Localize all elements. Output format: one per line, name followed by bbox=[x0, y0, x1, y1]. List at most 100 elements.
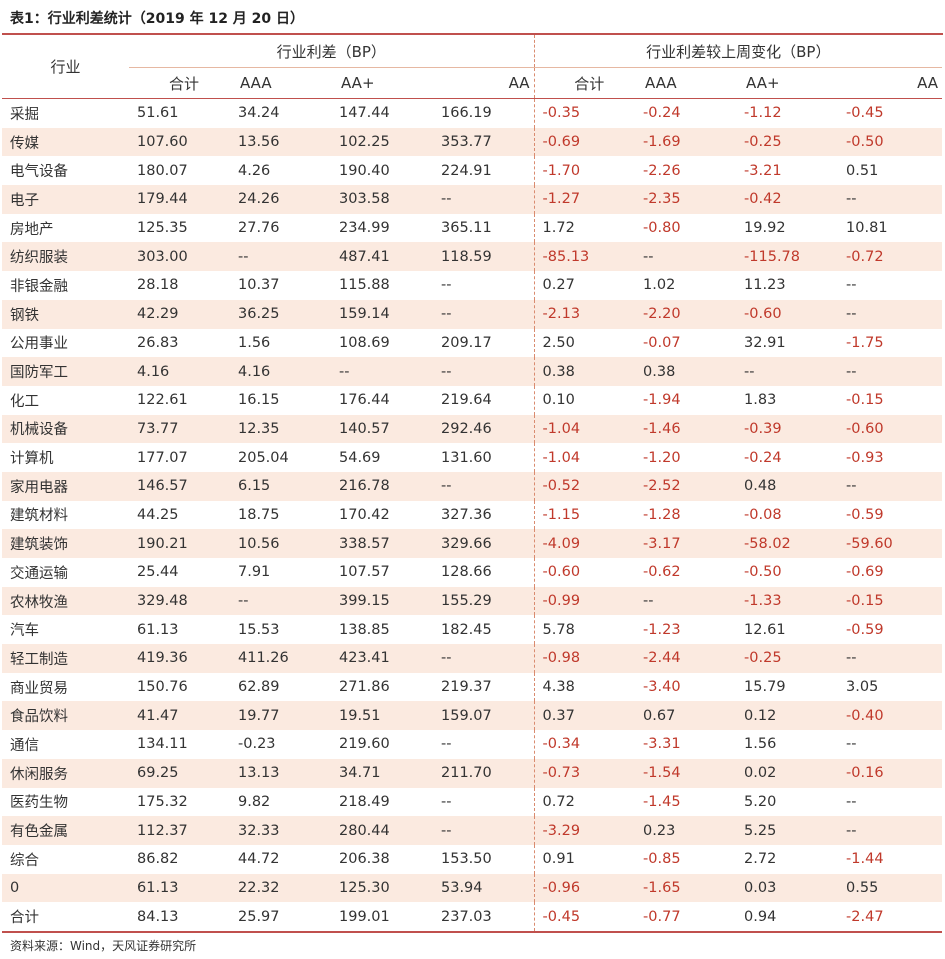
spread-cell: 61.13 bbox=[137, 621, 179, 638]
change-cell: -- bbox=[838, 644, 943, 673]
spread-cell: 4.16 bbox=[129, 357, 230, 386]
change-cell: -0.50 bbox=[838, 127, 943, 157]
spread-cell: 176.44 bbox=[339, 392, 390, 409]
industry-name-cell: 国防军工 bbox=[2, 357, 129, 386]
header-col-change-aa: AA bbox=[838, 67, 943, 99]
table-row: 纺织服装 303.00 -- 487.41 118.59 -85.13 -- -115.78-… bbox=[2, 242, 943, 272]
spread-cell: -- bbox=[230, 586, 331, 616]
industry-name-cell: 合计 bbox=[2, 902, 129, 933]
change-cell: 0.67 bbox=[635, 701, 737, 731]
change-cell: -- bbox=[838, 816, 943, 845]
change-cell: -3.31 bbox=[643, 736, 681, 753]
change-cell: -3.17 bbox=[635, 529, 737, 558]
change-cell: -- bbox=[838, 357, 943, 386]
spread-cell: -- bbox=[433, 471, 535, 501]
change-cell: -0.69 bbox=[846, 564, 884, 581]
change-cell: -2.44 bbox=[635, 644, 737, 673]
industry-name-cell: 电子 bbox=[2, 185, 129, 214]
spread-cell: 327.36 bbox=[441, 506, 492, 523]
industry-name-cell: 机械设备 bbox=[2, 414, 129, 444]
spread-cell: -- bbox=[433, 816, 535, 845]
change-cell: -1.27 bbox=[533, 185, 636, 214]
industry-name-cell: 建筑材料 bbox=[10, 508, 68, 525]
change-cell: -1.65 bbox=[635, 873, 737, 903]
change-cell: 0.38 bbox=[635, 357, 737, 386]
industry-name-cell: 汽车 bbox=[10, 623, 39, 640]
change-cell: -0.08 bbox=[744, 506, 782, 523]
spread-cell: 411.26 bbox=[230, 644, 331, 673]
change-cell: -0.25 bbox=[736, 127, 839, 157]
change-cell: -85.13 bbox=[533, 242, 636, 272]
change-cell: -1.15 bbox=[533, 500, 636, 530]
spread-cell: 292.46 bbox=[433, 414, 535, 444]
change-cell: 19.92 bbox=[744, 220, 786, 237]
change-cell: -0.93 bbox=[846, 449, 884, 466]
change-cell: -0.40 bbox=[838, 701, 943, 731]
spread-cell: 54.69 bbox=[339, 449, 381, 466]
table-row: 建筑装饰 190.21 10.56 338.57 329.66 -4.09 -3.17 -58… bbox=[2, 529, 943, 558]
change-cell: -2.20 bbox=[635, 299, 737, 329]
spread-cell: 134.11 bbox=[137, 736, 188, 753]
spread-cell: 280.44 bbox=[331, 816, 433, 845]
change-cell: -1.23 bbox=[643, 621, 681, 638]
spread-cell: 128.66 bbox=[441, 564, 492, 581]
spread-cell: 84.13 bbox=[129, 902, 230, 933]
change-cell: -1.69 bbox=[635, 127, 737, 157]
change-cell: -2.13 bbox=[533, 299, 636, 329]
industry-name-cell: 房地产 bbox=[10, 221, 54, 238]
industry-name-cell: 传媒 bbox=[2, 127, 129, 157]
spread-cell: 25.97 bbox=[230, 902, 331, 933]
spread-cell: 107.57 bbox=[339, 564, 390, 581]
change-cell: -0.42 bbox=[736, 185, 839, 214]
spread-cell: 115.88 bbox=[339, 277, 390, 294]
spread-cell: 159.14 bbox=[331, 299, 433, 329]
change-cell: 15.79 bbox=[744, 679, 786, 696]
spread-cell: 19.77 bbox=[230, 701, 331, 731]
spread-cell: 303.00 bbox=[129, 242, 230, 272]
industry-name-cell: 钢铁 bbox=[2, 299, 129, 329]
change-cell: -1.45 bbox=[643, 793, 681, 810]
change-cell: -- bbox=[838, 185, 943, 214]
change-cell: -0.15 bbox=[838, 586, 943, 616]
change-cell: -2.52 bbox=[635, 471, 737, 501]
spread-cell: 69.25 bbox=[129, 758, 230, 788]
change-cell: -0.60 bbox=[533, 558, 636, 587]
spread-cell: 150.76 bbox=[137, 679, 188, 696]
header-industry: 行业 bbox=[2, 35, 129, 99]
spread-cell: -- bbox=[230, 242, 331, 272]
spread-cell: 166.19 bbox=[441, 105, 492, 122]
spread-cell: 237.03 bbox=[433, 902, 535, 933]
industry-name-cell: 化工 bbox=[10, 393, 39, 410]
change-cell: 0.38 bbox=[533, 357, 636, 386]
change-cell: 0.91 bbox=[533, 844, 636, 874]
table-row: 传媒 107.60 13.56 102.25 353.77 -0.69 -1.69 -0.25… bbox=[2, 127, 943, 157]
spread-cell: 7.91 bbox=[238, 564, 271, 581]
change-cell: 32.91 bbox=[744, 334, 786, 351]
spread-cell: 303.58 bbox=[331, 185, 433, 214]
change-cell: -0.69 bbox=[533, 127, 636, 157]
table-row: 有色金属 112.37 32.33 280.44 -- -3.29 0.23 5.25 -- bbox=[2, 816, 943, 845]
change-cell: 5.25 bbox=[736, 816, 839, 845]
change-cell: -2.35 bbox=[635, 185, 737, 214]
change-cell: 1.72 bbox=[533, 213, 636, 243]
spread-cell: 146.57 bbox=[129, 471, 230, 501]
spread-cell: 329.66 bbox=[433, 529, 535, 558]
spread-cell: 206.38 bbox=[339, 851, 390, 868]
table-body: 采掘 51.61 34.24 147.44 166.19 -0.35 -0.24 -1.12-… bbox=[2, 98, 943, 933]
change-cell: 12.61 bbox=[744, 621, 786, 638]
spread-cell: 42.29 bbox=[129, 299, 230, 329]
spread-cell: -0.23 bbox=[238, 736, 276, 753]
change-cell: -- bbox=[838, 471, 943, 501]
spread-cell: 487.41 bbox=[331, 242, 433, 272]
spread-cell: 423.41 bbox=[331, 644, 433, 673]
change-cell: -1.33 bbox=[736, 586, 839, 616]
change-cell: -2.47 bbox=[838, 902, 943, 933]
top-rule bbox=[2, 33, 943, 35]
spread-cell: 16.15 bbox=[238, 392, 280, 409]
change-cell: -59.60 bbox=[838, 529, 943, 558]
spread-cell: 216.78 bbox=[331, 471, 433, 501]
table-row: 机械设备 73.77 12.35 140.57 292.46 -1.04 -1.46 -0.3… bbox=[2, 414, 943, 444]
change-cell: 0.03 bbox=[736, 873, 839, 903]
spread-cell: 224.91 bbox=[441, 162, 492, 179]
